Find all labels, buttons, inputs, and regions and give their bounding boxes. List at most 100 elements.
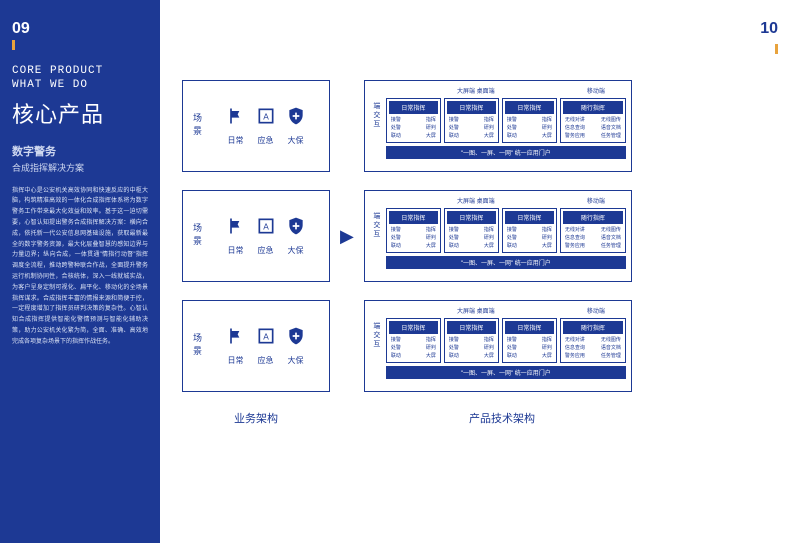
footer-bar: "一图、一屏、一网" 统一应用门户: [386, 256, 626, 269]
tech-inner: 大屏端 桌面端移动端日常指挥接警指挥处警研判联动大屏日常指挥接警指挥处警研判联动…: [386, 196, 626, 269]
shield-icon: [286, 216, 306, 241]
icon-label: 应急: [258, 245, 274, 256]
card-cell: 大屏: [426, 352, 436, 360]
page-number-left: 09: [12, 20, 148, 38]
card-row: 接警 指挥: [389, 226, 438, 234]
card-cell: 处警: [391, 124, 401, 132]
card-row: 处警研判: [505, 124, 554, 132]
card-row: 联动大屏: [447, 242, 496, 250]
card-cell: 联动: [391, 242, 401, 250]
tech-inner: 大屏端 桌面端移动端日常指挥接警指挥处警研判联动大屏日常指挥接警指挥处警研判联动…: [386, 86, 626, 159]
card-cell: 指挥: [542, 226, 552, 234]
card-cell: 联动: [391, 132, 401, 140]
card-cell: 接警: [507, 336, 517, 344]
card-cell: 指挥: [484, 226, 494, 234]
card-cell: 无线图传: [601, 116, 621, 124]
tech-side-label: 端交互: [371, 102, 381, 129]
tech-inner: 大屏端 桌面端移动端日常指挥接警指挥处警研判联动大屏日常指挥接警指挥处警研判联动…: [386, 306, 626, 379]
card-cell: 研判: [426, 344, 436, 352]
icon-item: A应急: [256, 326, 276, 366]
card-cell: 研判: [426, 234, 436, 242]
card-row: 联动大屏: [447, 352, 496, 360]
tech-card: 日常指挥接警指挥处警 研判联动 大屏: [386, 318, 441, 363]
card-cell: 指挥: [542, 336, 552, 344]
card-cell: 警务应用: [565, 242, 585, 250]
card-cell: 研判: [542, 124, 552, 132]
card-row: 接警指挥: [447, 336, 496, 344]
card-row: 联动 大屏: [389, 132, 438, 140]
icon-item: 日常: [226, 106, 246, 146]
card-cell: 处警: [391, 344, 401, 352]
card-row: 处警研判: [447, 234, 496, 242]
tech-card: 日常指挥接警指挥处警研判联动大屏: [386, 98, 441, 143]
card-cell: 警务应用: [565, 352, 585, 360]
tech-box: 端交互大屏端 桌面端移动端日常指挥接警指挥处警研判联动大屏日常指挥接警指挥处警研…: [364, 300, 632, 392]
icon-item: 大保: [286, 216, 306, 256]
shield-icon: [286, 326, 306, 351]
card-row: 无线对讲无线图传: [563, 116, 623, 124]
card-cell: 研判: [542, 234, 552, 242]
card-cell: 研判: [426, 124, 436, 132]
icon-label: 大保: [288, 135, 304, 146]
icon-item: 大保: [286, 326, 306, 366]
icon-item: 大保: [286, 106, 306, 146]
card-cell: 指挥: [484, 336, 494, 344]
card-row: 接警指挥: [389, 336, 438, 344]
card-cell: 大屏: [542, 242, 552, 250]
arrow-icon: ▶: [340, 226, 354, 247]
card-cell: 联动: [507, 352, 517, 360]
icons-row: 日常A应急大保: [210, 106, 321, 146]
tech-box: 端交互大屏端 桌面端移动端日常指挥接警指挥处警研判联动大屏日常指挥接警指挥处警研…: [364, 190, 632, 282]
card-cell: 联动: [391, 352, 401, 360]
card-cell: 指挥: [484, 116, 494, 124]
tech-card: 日常指挥接警指挥处警研判联动大屏: [502, 208, 557, 253]
tech-card: 日常指挥接警指挥处警研判联动大屏: [444, 208, 499, 253]
card-cell: 接警: [449, 116, 459, 124]
card-cell: 接警: [391, 226, 401, 234]
card-cell: 语音文档: [601, 234, 621, 242]
icon-item: A 应急: [256, 216, 276, 256]
card-cell: 大屏: [426, 132, 436, 140]
card-header: 日常指挥: [505, 211, 554, 224]
subtitle-2: 合成指挥解决方案: [12, 161, 148, 174]
card-header: 日常指挥: [389, 101, 438, 114]
card-cell: 处警: [449, 124, 459, 132]
card-header: 日常指挥: [505, 101, 554, 114]
card-cell: 无线对讲: [565, 226, 585, 234]
card-cell: 处警: [449, 344, 459, 352]
tech-card: 日常指挥接警指挥处警研判联动大屏: [502, 318, 557, 363]
icon-label: 应急: [258, 135, 274, 146]
svg-text:A: A: [263, 221, 269, 231]
icon-label: 日常: [228, 245, 244, 256]
scene-label: 场景: [191, 223, 204, 249]
card-cell: 接警: [449, 226, 459, 234]
top-labels: 大屏端 桌面端移动端: [386, 196, 626, 205]
card-header: 随行指挥: [563, 321, 623, 334]
card-cell: 指挥: [426, 226, 436, 234]
cards-row: 日常指挥接警指挥处警研判联动大屏日常指挥接警指挥处警研判联动大屏日常指挥接警指挥…: [386, 98, 626, 143]
icon-label: 日常: [228, 135, 244, 146]
cards-row: 日常指挥接警指挥处警研判联动大屏日常指挥接警指挥处警研判联动大屏日常指挥接警指挥…: [386, 318, 626, 363]
card-cell: 语音文档: [601, 124, 621, 132]
scene-label: 场景: [191, 333, 204, 359]
card-header: 日常指挥: [447, 321, 496, 334]
card-row: 处警 研判: [389, 344, 438, 352]
diagram-row: 场景日常A应急大保场景日常A应急大保场景日常A应急大保 ▶ 端交互大屏端 桌面端…: [182, 80, 778, 392]
tech-card: 日常指挥接警指挥处警研判联动大屏: [386, 208, 441, 253]
card-cell: 处警: [507, 344, 517, 352]
alert-icon: A: [256, 326, 276, 351]
card-cell: 无线图传: [601, 336, 621, 344]
card-cell: 语音文档: [601, 344, 621, 352]
footer-bar: "一图、一屏、一网" 统一应用门户: [386, 366, 626, 379]
card-cell: 研判: [542, 344, 552, 352]
card-row: 联动大屏: [505, 132, 554, 140]
card-row: 无线对讲无线图传: [563, 226, 623, 234]
card-header: 日常指挥: [389, 321, 438, 334]
card-cell: 指挥: [426, 116, 436, 124]
accent-bar-left: [12, 40, 15, 50]
flag-icon: [226, 106, 246, 131]
card-row: 警务应用任务管理: [563, 352, 623, 360]
card-row: 接警指挥: [505, 226, 554, 234]
card-cell: 指挥: [542, 116, 552, 124]
card-row: 接警 指挥: [447, 116, 496, 124]
